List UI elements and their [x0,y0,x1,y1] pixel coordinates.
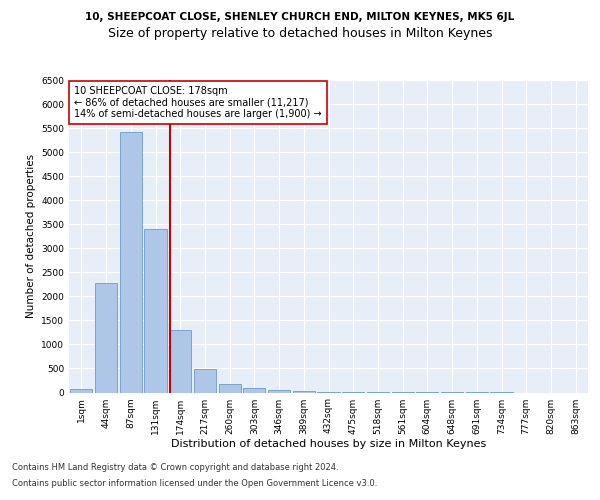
X-axis label: Distribution of detached houses by size in Milton Keynes: Distribution of detached houses by size … [171,440,486,450]
Bar [169,330,191,392]
Bar [268,390,290,392]
Text: Contains HM Land Registry data © Crown copyright and database right 2024.: Contains HM Land Registry data © Crown c… [12,464,338,472]
Bar [194,369,216,392]
Bar [95,284,117,393]
Bar [145,229,167,392]
Text: 10 SHEEPCOAT CLOSE: 178sqm
← 86% of detached houses are smaller (11,217)
14% of : 10 SHEEPCOAT CLOSE: 178sqm ← 86% of deta… [74,86,322,120]
Bar [119,132,142,392]
Y-axis label: Number of detached properties: Number of detached properties [26,154,35,318]
Bar [70,388,92,392]
Bar [218,384,241,392]
Bar [293,391,315,392]
Bar [243,388,265,392]
Text: Size of property relative to detached houses in Milton Keynes: Size of property relative to detached ho… [108,28,492,40]
Text: 10, SHEEPCOAT CLOSE, SHENLEY CHURCH END, MILTON KEYNES, MK5 6JL: 10, SHEEPCOAT CLOSE, SHENLEY CHURCH END,… [85,12,515,22]
Text: Contains public sector information licensed under the Open Government Licence v3: Contains public sector information licen… [12,478,377,488]
